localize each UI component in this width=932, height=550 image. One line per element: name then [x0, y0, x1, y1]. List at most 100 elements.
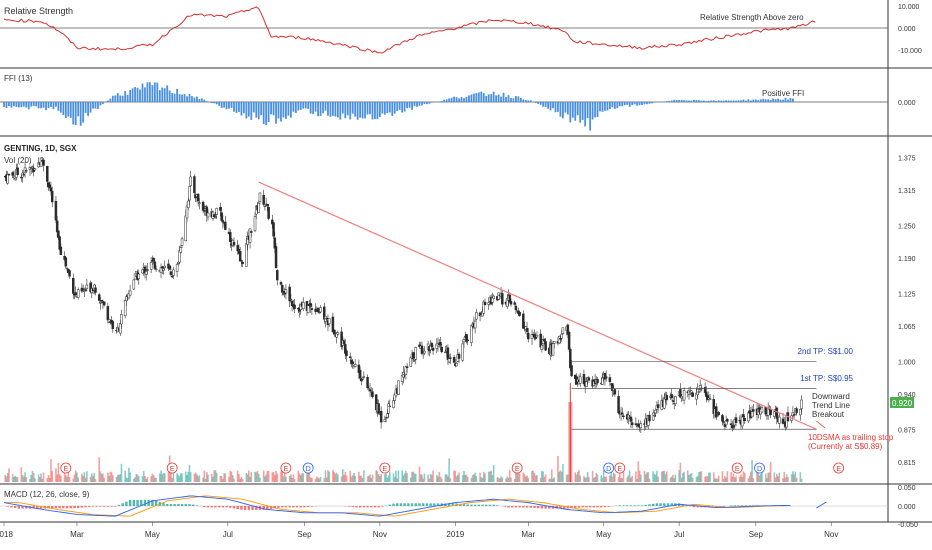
ffi-bar [139, 89, 141, 102]
ffi-bar [351, 102, 354, 114]
event-marker[interactable] [731, 462, 743, 474]
candle-body [543, 339, 546, 342]
ffi-bar [685, 100, 688, 102]
volume-bar [90, 473, 93, 482]
event-marker[interactable] [833, 462, 845, 474]
ffi-bar [94, 102, 97, 109]
volume-bar [72, 478, 75, 482]
volume-bar [110, 472, 113, 482]
event-marker[interactable] [603, 462, 615, 474]
macd-histogram-bar [110, 506, 113, 507]
macd-histogram-bar [388, 504, 391, 506]
event-marker-label: E [617, 466, 622, 473]
ffi-bar [50, 102, 52, 108]
ffi-bar [57, 102, 60, 111]
event-marker-label: D [306, 466, 311, 473]
volume-bar [595, 472, 598, 482]
volume-bar [405, 470, 407, 482]
macd-histogram-bar [522, 506, 525, 508]
ffi-bar [280, 102, 282, 122]
ffi-bar [129, 89, 132, 102]
volume-bar [743, 472, 746, 482]
event-marker[interactable] [511, 462, 523, 474]
macd-histogram-bar [173, 504, 176, 506]
macd-histogram-bar [666, 503, 670, 506]
volume-bar [516, 470, 518, 482]
ffi-bar [289, 102, 292, 118]
volume-bar [724, 476, 726, 482]
ffi-bar [79, 102, 82, 126]
candle-body [152, 257, 155, 262]
macd-histogram-bar [692, 506, 696, 508]
volume-bar [605, 476, 607, 482]
ffi-bar [62, 102, 65, 115]
ffi-bar [230, 102, 233, 108]
candle-body [726, 419, 729, 422]
ffi-bar [772, 98, 775, 102]
volume-bar [470, 477, 473, 482]
tp2-label: 2nd TP: S$1.00 [798, 347, 854, 356]
volume-bar [5, 476, 8, 482]
volume-bar [301, 473, 303, 482]
rs-note: Relative Strength Above zero [700, 13, 804, 22]
macd-histogram-bar [99, 506, 102, 507]
candle-body [682, 390, 686, 401]
candle-body [219, 207, 222, 211]
candle-body [513, 302, 516, 305]
event-marker[interactable] [614, 462, 626, 474]
volume-bar [375, 470, 377, 482]
macd-histogram-bar [166, 504, 169, 506]
volume-bar [46, 478, 49, 482]
volume-bar [474, 472, 476, 482]
event-marker[interactable] [302, 462, 314, 474]
volume-bar [155, 478, 157, 482]
volume-bar [574, 472, 577, 482]
candle-body [379, 410, 383, 423]
ffi-bar [200, 98, 203, 102]
macd-histogram-bar [562, 506, 566, 509]
ffi-bar [275, 102, 277, 124]
ffi-bar [663, 101, 666, 102]
volume-bar [118, 474, 120, 482]
event-marker[interactable] [60, 462, 72, 474]
ffi-bar [678, 99, 681, 102]
macd-histogram-bar [236, 506, 239, 510]
rs-series-layer [3, 6, 816, 54]
volume-bar [151, 473, 154, 482]
volume-bar [259, 477, 261, 482]
candle-body [721, 415, 724, 422]
ffi-bar [15, 102, 18, 107]
volume-bar [548, 478, 551, 482]
price-tick-label: 0.940 [898, 392, 916, 399]
ffi-bar [72, 102, 75, 125]
rs-line [3, 6, 816, 54]
volume-bar [385, 473, 387, 482]
ffi-bar [356, 102, 359, 120]
volume-bar [440, 478, 443, 482]
event-marker[interactable] [754, 462, 765, 474]
ffi-bar [327, 102, 329, 116]
last-price-label: 0.920 [892, 399, 913, 408]
volume-bar [799, 472, 802, 482]
macd-histogram-bar [681, 504, 685, 506]
volume-bar [570, 402, 573, 482]
volume-bar [129, 472, 131, 482]
event-marker[interactable] [379, 462, 391, 474]
ffi-bar [616, 102, 619, 109]
macd-histogram-bar [36, 506, 39, 509]
volume-bar [458, 472, 460, 482]
event-marker[interactable] [280, 462, 292, 474]
ffi-bar [542, 102, 545, 107]
candle-body [179, 247, 183, 253]
ffi-bar [522, 99, 525, 102]
volume-bar [683, 471, 685, 482]
event-marker[interactable] [166, 462, 178, 474]
volume-bar [392, 473, 395, 482]
volume-bar [68, 476, 71, 482]
volume-bar [186, 475, 188, 482]
volume-bar [646, 472, 648, 482]
volume-bar [795, 477, 798, 482]
candle-body [306, 305, 310, 313]
volume-bar [558, 471, 561, 482]
